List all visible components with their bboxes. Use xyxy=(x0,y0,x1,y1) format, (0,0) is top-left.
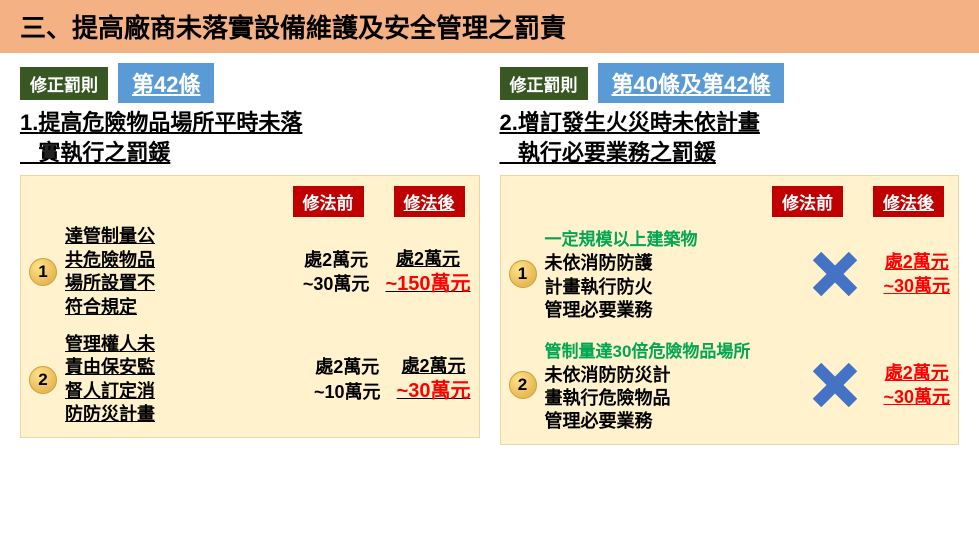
right-topline: 修正罰則 第40條及第42條 xyxy=(500,63,960,103)
right-box: 修法前 修法後 1 一定規模以上建築物 未依消防防護計畫執行防火管理必要業務 xyxy=(500,175,960,444)
sub-title: 一定規模以上建築物 xyxy=(545,225,698,250)
sub-title: 管制量達30倍危險物品場所 xyxy=(545,337,751,362)
main-header: 三、提高廠商未落實設備維護及安全管理之罰責 xyxy=(0,0,979,53)
right-row-2: 2 管制量達30倍危險物品場所 未依消防防災計畫執行危險物品管理必要業務 處 xyxy=(509,337,951,434)
left-column: 修正罰則 第42條 1.1.提高危險物品場所平時未落實執行之罰鍰提高危險物品場所… xyxy=(20,63,480,445)
left-topline: 修正罰則 第42條 xyxy=(20,63,480,103)
left-row-2: 2 管理權人未責由保安監督人訂定消防防災計畫 處2萬元~10萬元 處2萬元~30… xyxy=(29,333,471,427)
row-text: 未依消防防護計畫執行防火管理必要業務 xyxy=(545,252,698,322)
badge-after: 修法後 xyxy=(394,186,465,217)
badge-amendment: 修正罰則 xyxy=(500,67,588,100)
val-after: 處2萬元~30萬元 xyxy=(883,361,950,410)
right-column: 修正罰則 第40條及第42條 2.2.增訂發生火災時未依計畫執行必要業務之罰鍰增… xyxy=(500,63,960,445)
left-col-headers: 修法前 修法後 xyxy=(29,186,471,217)
left-section-title: 1.1.提高危險物品場所平時未落實執行之罰鍰提高危險物品場所平時未落 實執行之罰… xyxy=(20,108,480,167)
val-before: 處2萬元~10萬元 xyxy=(314,355,381,404)
number-badge: 1 xyxy=(29,258,57,286)
x-icon xyxy=(813,252,857,296)
content: 修正罰則 第42條 1.1.提高危險物品場所平時未落實執行之罰鍰提高危險物品場所… xyxy=(0,53,979,445)
left-box: 修法前 修法後 1 達管制量公共危險物品場所設置不符合規定 處2萬元~30萬元 … xyxy=(20,175,480,437)
number-badge: 2 xyxy=(509,371,537,399)
right-section-title: 2.2.增訂發生火災時未依計畫執行必要業務之罰鍰增訂發生火災時未依計畫 執行必要… xyxy=(500,108,960,167)
values: 處2萬元~30萬元 處2萬元~150萬元 xyxy=(303,247,471,298)
badge-amendment: 修正罰則 xyxy=(20,67,108,100)
badge-after: 修法後 xyxy=(873,186,944,217)
badge-article-40-42: 第40條及第42條 xyxy=(598,63,785,103)
val-after: 處2萬元~150萬元 xyxy=(385,247,470,298)
row-text-block: 一定規模以上建築物 未依消防防護計畫執行防火管理必要業務 xyxy=(545,225,698,322)
row-text: 未依消防防災計畫執行危險物品管理必要業務 xyxy=(545,364,751,434)
x-icon xyxy=(813,363,857,407)
number-badge: 1 xyxy=(509,260,537,288)
val-after: 處2萬元~30萬元 xyxy=(883,250,950,299)
row-text: 達管制量公共危險物品場所設置不符合規定 xyxy=(65,225,195,319)
val-before: 處2萬元~30萬元 xyxy=(303,248,370,297)
badge-before: 修法前 xyxy=(293,186,364,217)
badge-article-42: 第42條 xyxy=(118,63,214,103)
right-row-1: 1 一定規模以上建築物 未依消防防護計畫執行防火管理必要業務 處2萬元~30 xyxy=(509,225,951,322)
right-col-headers: 修法前 修法後 xyxy=(509,186,951,217)
number-badge: 2 xyxy=(29,366,57,394)
badge-before: 修法前 xyxy=(772,186,843,217)
values xyxy=(813,252,857,296)
row-text: 管理權人未責由保安監督人訂定消防防災計畫 xyxy=(65,333,195,427)
values: 處2萬元~10萬元 處2萬元~30萬元 xyxy=(314,354,470,405)
left-row-1: 1 達管制量公共危險物品場所設置不符合規定 處2萬元~30萬元 處2萬元~150… xyxy=(29,225,471,319)
values xyxy=(813,363,857,407)
val-after: 處2萬元~30萬元 xyxy=(397,354,471,405)
row-text-block: 管制量達30倍危險物品場所 未依消防防災計畫執行危險物品管理必要業務 xyxy=(545,337,751,434)
